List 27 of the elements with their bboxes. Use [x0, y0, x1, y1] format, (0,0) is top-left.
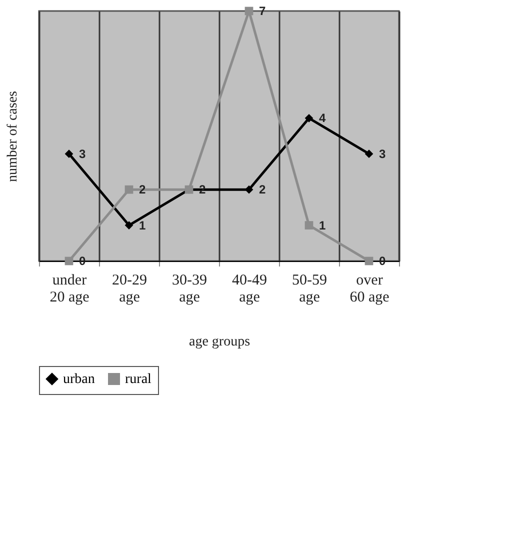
point: [124, 185, 134, 194]
point: [124, 221, 134, 230]
data-label: 1: [139, 218, 146, 232]
y-axis-title: number of cases: [6, 91, 20, 182]
data-label: 2: [259, 182, 266, 197]
x-tick-label: 30-39 age: [172, 272, 207, 306]
x-tick-label: 20-29 age: [112, 272, 147, 306]
point: [64, 150, 74, 158]
x-tick-label: under 20 age: [50, 272, 90, 306]
legend-label: urban: [63, 372, 95, 387]
x-tick-label: over 60 age: [350, 272, 390, 306]
point: [244, 185, 254, 194]
legend-label: rural: [125, 372, 152, 387]
point: [244, 6, 254, 16]
x-axis-title: age groups: [188, 334, 250, 350]
data-label: 1: [319, 218, 326, 232]
point: [364, 256, 374, 266]
data-label: 3: [79, 146, 86, 161]
point: [304, 221, 314, 230]
x-tick-label: 40-49 age: [232, 272, 267, 306]
data-label: 3: [379, 146, 386, 161]
point: [364, 150, 374, 158]
point: [64, 256, 74, 266]
point: [304, 114, 314, 122]
data-label: 4: [319, 111, 326, 126]
x-tick-label: 50-59 age: [292, 272, 327, 306]
data-label: 2: [139, 182, 146, 197]
